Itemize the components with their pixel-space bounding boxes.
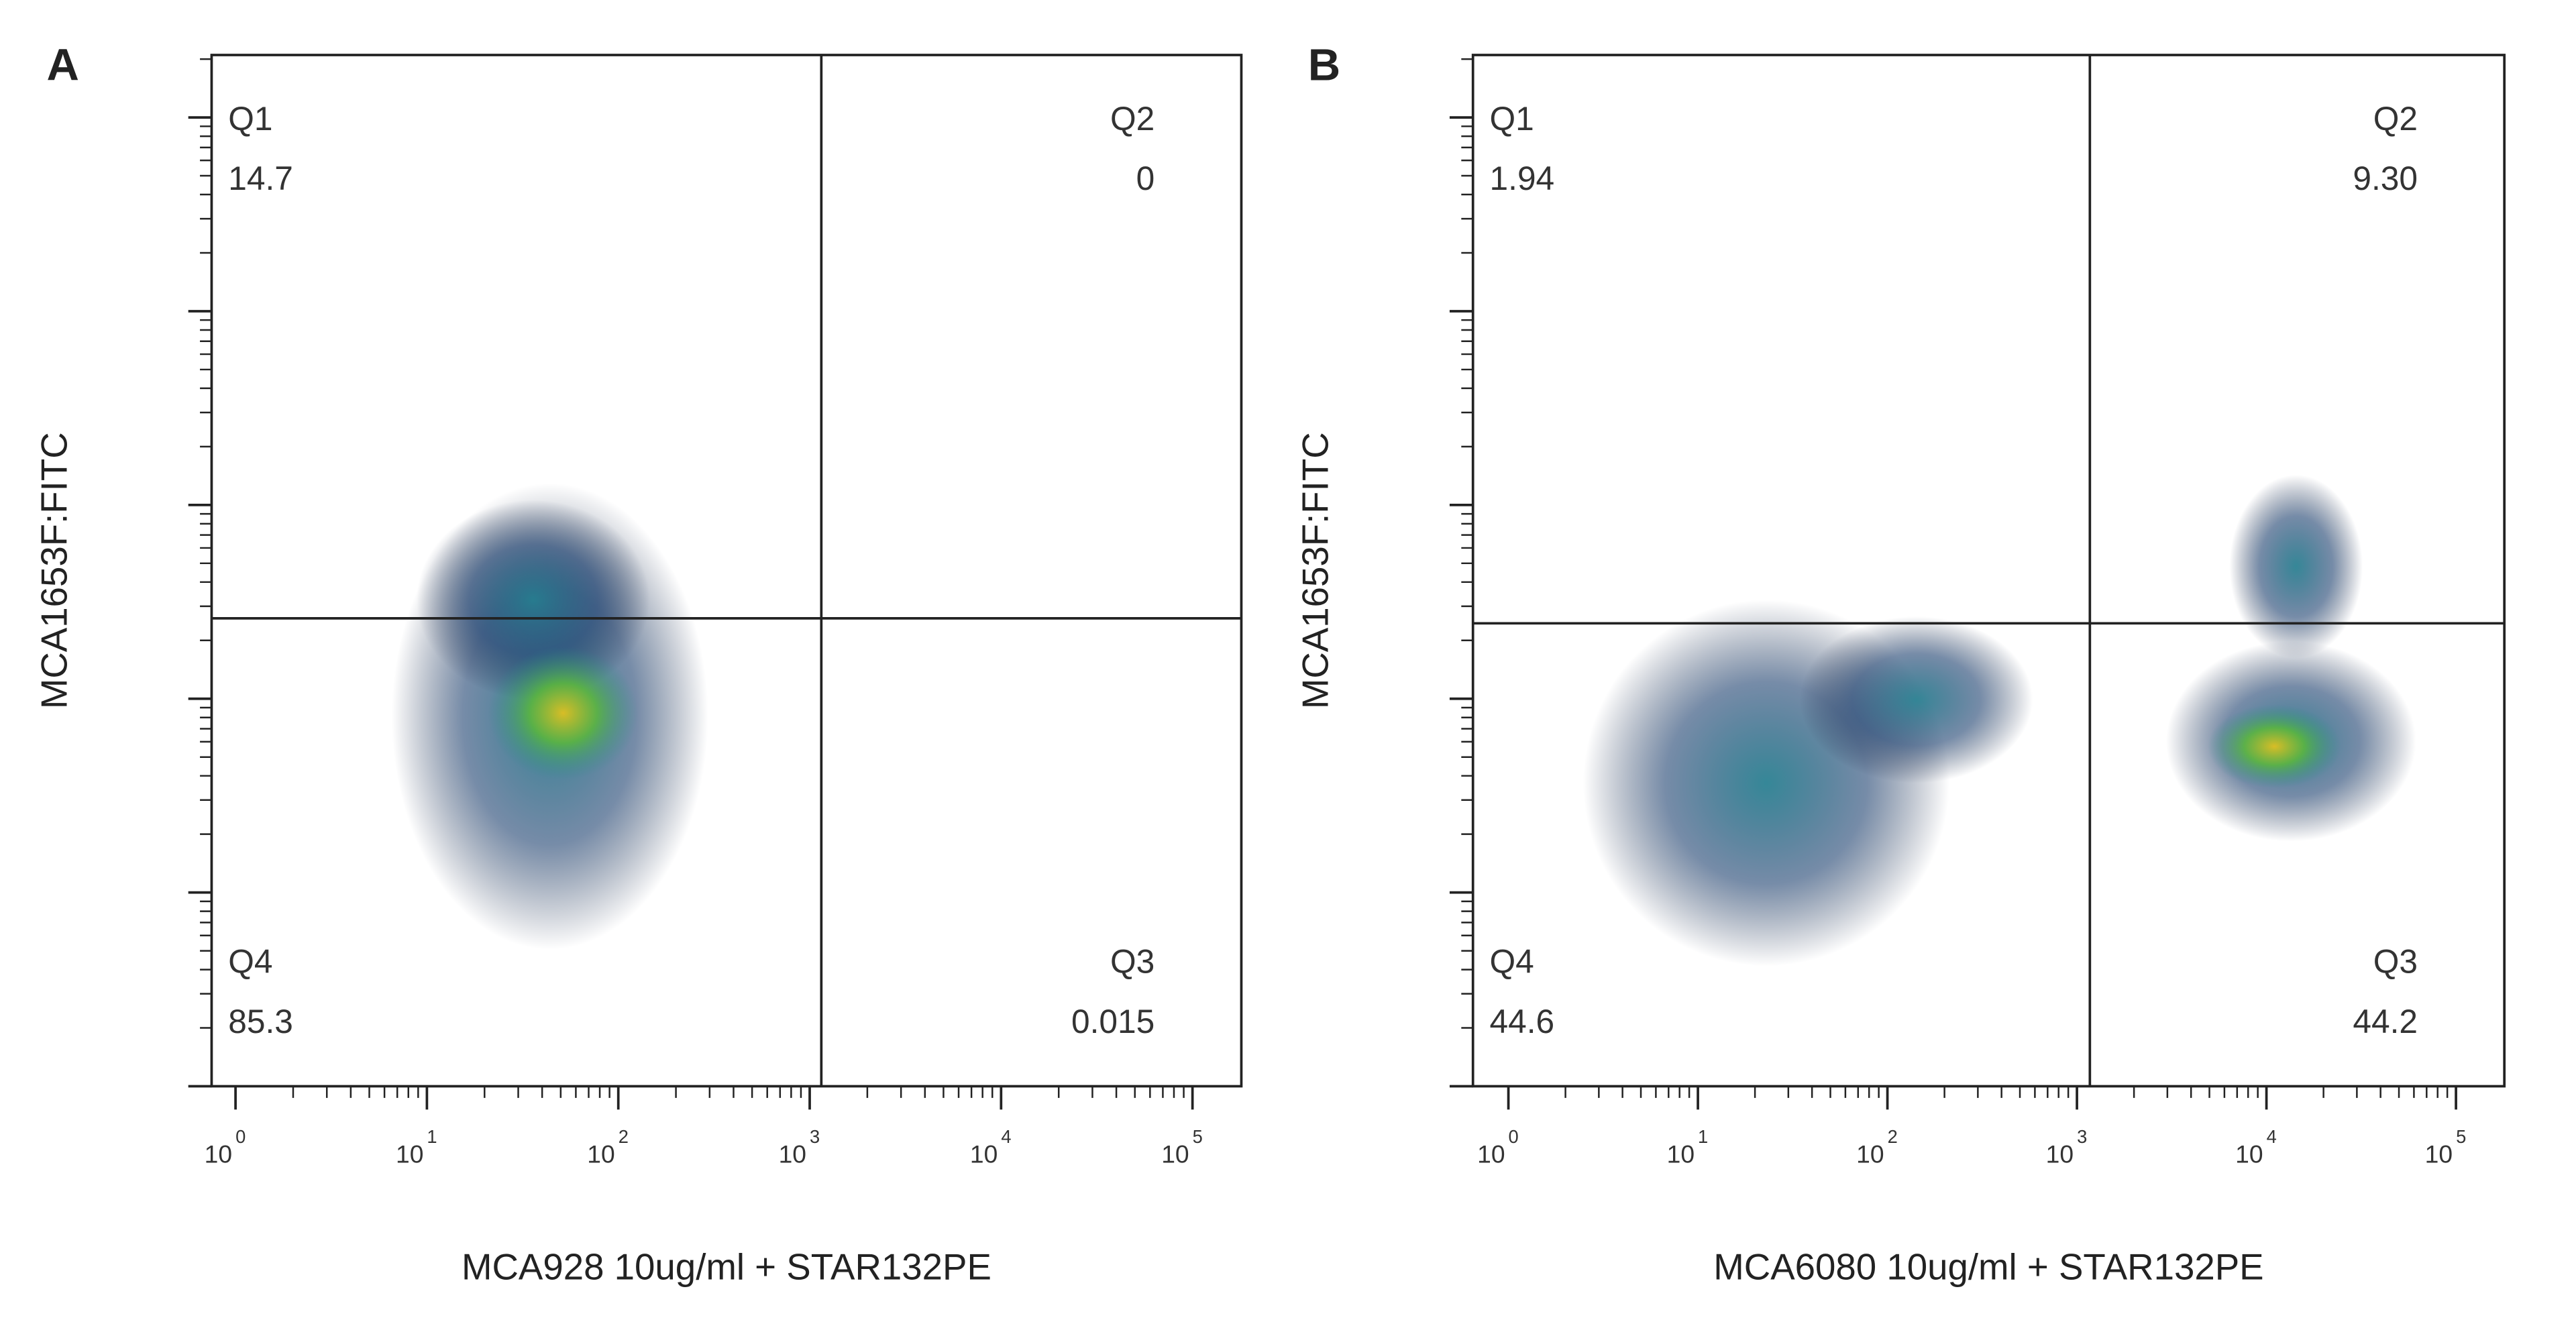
- quadrant-name: Q2: [2373, 100, 2418, 137]
- density-cloud: [2229, 474, 2363, 659]
- x-tick-label: 10: [205, 1140, 232, 1168]
- x-tick-exponent: 5: [1193, 1126, 1203, 1147]
- quadrant-percent: 9.30: [2353, 160, 2418, 197]
- x-tick-label: 10: [970, 1140, 998, 1168]
- x-tick-label: 10: [779, 1140, 806, 1168]
- quadrant-name: Q1: [1490, 100, 1534, 137]
- y-axis-title: MCA1653F:FITC: [34, 432, 74, 709]
- x-tick-exponent: 3: [2077, 1126, 2087, 1147]
- x-tick-label: 10: [1161, 1140, 1189, 1168]
- density-cloud: [416, 500, 650, 700]
- y-axis-title: MCA1653F:FITC: [1295, 432, 1336, 709]
- x-tick-exponent: 2: [1888, 1126, 1898, 1147]
- x-tick-label: 10: [1667, 1140, 1695, 1168]
- x-tick-label: 10: [2235, 1140, 2263, 1168]
- quadrant-name: Q1: [228, 100, 272, 137]
- quadrant-name: Q2: [1110, 100, 1155, 137]
- density-cloud: [488, 646, 639, 780]
- quadrant-percent: 1.94: [1490, 160, 1555, 197]
- quadrant-percent: 44.2: [2353, 1003, 2418, 1040]
- x-tick-label: 10: [396, 1140, 423, 1168]
- x-tick-label: 10: [2046, 1140, 2074, 1168]
- quadrant-percent: 85.3: [228, 1003, 293, 1040]
- x-tick-exponent: 5: [2456, 1126, 2466, 1147]
- x-tick-label: 10: [2425, 1140, 2453, 1168]
- x-tick-label: 10: [587, 1140, 614, 1168]
- quadrant-name: Q4: [228, 943, 272, 981]
- density-cloud: [1799, 616, 2033, 783]
- x-tick-exponent: 2: [619, 1126, 629, 1147]
- plot-frame: [210, 54, 1243, 1088]
- panel-label: B: [1308, 40, 1340, 90]
- quadrant-percent: 0.015: [1071, 1003, 1155, 1040]
- x-tick-exponent: 3: [810, 1126, 820, 1147]
- density-cloud: [2208, 704, 2341, 788]
- quadrant-percent: 14.7: [228, 160, 293, 197]
- quadrant-name: Q4: [1490, 943, 1534, 981]
- x-tick-exponent: 0: [1509, 1126, 1519, 1147]
- panel-label: A: [47, 40, 79, 90]
- x-tick-label: 10: [1856, 1140, 1884, 1168]
- quadrant-percent: 44.6: [1490, 1003, 1555, 1040]
- x-axis-title: MCA6080 10ug/ml + STAR132PE: [1713, 1247, 2263, 1288]
- x-tick-exponent: 4: [2267, 1126, 2277, 1147]
- plot-frame: [1471, 54, 2506, 1088]
- quadrant-name: Q3: [1110, 943, 1155, 981]
- quadrant-name: Q3: [2373, 943, 2418, 981]
- x-tick-exponent: 1: [427, 1126, 437, 1147]
- x-tick-exponent: 0: [235, 1126, 246, 1147]
- x-axis-title: MCA928 10ug/ml + STAR132PE: [462, 1247, 991, 1288]
- x-tick-label: 10: [1477, 1140, 1505, 1168]
- quadrant-percent: 0: [1136, 160, 1155, 197]
- x-tick-exponent: 1: [1698, 1126, 1708, 1147]
- x-tick-exponent: 4: [1001, 1126, 1011, 1147]
